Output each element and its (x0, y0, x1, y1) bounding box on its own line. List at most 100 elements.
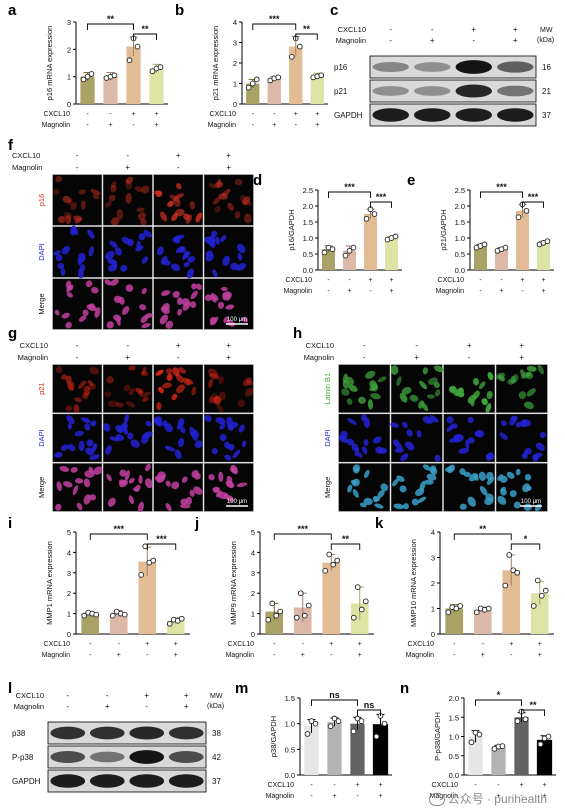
cell-nucleus (363, 439, 369, 446)
micro-row-label: Merge (37, 293, 46, 314)
chart-d-cxcl10-sign: - (327, 277, 330, 284)
chart-b-cxcl10-label: CXCL10 (210, 111, 237, 118)
cell-nucleus (160, 255, 168, 265)
bar (149, 68, 164, 104)
chart-j-cxcl10-label: CXCL10 (228, 641, 255, 648)
cell-nucleus (229, 262, 239, 271)
y-tick-label: 0.5 (449, 752, 459, 761)
chart-j-magnolin-sign: - (273, 652, 276, 659)
cell-nucleus (105, 250, 115, 260)
data-point (534, 577, 541, 584)
chart-b-cxcl10-sign: + (294, 111, 298, 118)
cell-nucleus (169, 194, 180, 202)
micro-col-magnolin: - (177, 353, 180, 362)
cell-nucleus (56, 481, 62, 492)
chart-e-cxcl10-sign: + (541, 277, 545, 284)
chart-e-magnolin-sign: + (541, 288, 545, 295)
y-tick-label: 0.5 (455, 250, 465, 259)
cell-nucleus (399, 485, 407, 493)
cell-nucleus (142, 397, 149, 402)
cell-nucleus (212, 487, 220, 493)
cell-nucleus (191, 283, 197, 290)
cell-nucleus (244, 387, 254, 397)
cell-nucleus (123, 413, 129, 425)
cell-nucleus (80, 417, 91, 424)
cell-nucleus (66, 415, 75, 425)
data-point (80, 76, 87, 83)
cell-nucleus (189, 200, 196, 210)
data-point (321, 249, 328, 256)
bar (322, 562, 341, 634)
cell-nucleus (65, 214, 72, 225)
cell-nucleus (136, 240, 141, 249)
cell-nucleus (75, 478, 84, 484)
chart-i-cxcl10-sign: + (145, 641, 149, 648)
cell-nucleus (65, 321, 72, 329)
cell-nucleus (187, 256, 196, 263)
chart-j-magnolin-sign: - (330, 652, 333, 659)
chart-i-magnolin-sign: + (174, 652, 178, 659)
micro-col-cxcl10: - (76, 151, 79, 160)
cell-nucleus (392, 478, 399, 487)
cell-nucleus (127, 432, 134, 440)
significance-bracket (89, 533, 148, 540)
bar (536, 242, 551, 270)
blot-band (372, 61, 410, 73)
significance-label: * (524, 534, 528, 544)
cell-nucleus (104, 200, 112, 208)
y-tick-label: 4 (431, 528, 435, 537)
blot-row-label: P-p38 (12, 753, 34, 762)
cell-nucleus (212, 269, 218, 278)
cell-nucleus (196, 283, 202, 291)
bar (265, 611, 284, 634)
cell-nucleus (433, 365, 444, 373)
blot-lane-magnolin: + (184, 702, 189, 711)
cell-nucleus (400, 453, 409, 462)
data-point (514, 718, 521, 724)
cell-nucleus (115, 402, 124, 408)
chart-k-magnolin-sign: - (510, 652, 513, 659)
micro-col-magnolin: - (468, 353, 471, 362)
data-point (109, 612, 116, 619)
chart-a-cxcl10-sign: - (86, 111, 89, 118)
cell-nucleus (486, 390, 493, 400)
blot-strip (369, 103, 537, 127)
chart-k-cxcl10-sign: - (453, 641, 456, 648)
data-point (354, 584, 361, 590)
cell-nucleus (138, 233, 146, 241)
cell-nucleus (109, 240, 118, 248)
cell-nucleus (66, 284, 74, 293)
micro-tile (390, 413, 443, 463)
cell-nucleus (377, 489, 385, 498)
blot-band (89, 726, 125, 740)
cell-nucleus (89, 366, 99, 375)
chart-j-cxcl10-sign: + (329, 641, 333, 648)
data-point (253, 76, 260, 83)
cell-nucleus (214, 181, 224, 188)
y-tick-label: 5 (67, 528, 71, 537)
bar (267, 78, 281, 104)
blot-mw-label: 42 (212, 753, 221, 762)
cell-nucleus (525, 371, 532, 377)
cell-nucleus (176, 297, 183, 305)
micro-f-cxcl10-label: CXCL10 (12, 151, 40, 160)
data-point (269, 600, 276, 607)
data-point (515, 214, 522, 221)
data-point (150, 557, 157, 564)
bar (468, 736, 483, 775)
cell-nucleus (141, 287, 147, 295)
significance-label: *** (297, 524, 308, 534)
blot-band (413, 108, 451, 122)
cell-nucleus (171, 393, 178, 401)
cell-nucleus (228, 443, 235, 451)
chart-n-magnolin-sign: + (542, 793, 546, 800)
significance-label: *** (113, 524, 124, 534)
data-point (312, 720, 319, 727)
blot-band (168, 774, 204, 788)
cell-nucleus (208, 183, 217, 189)
cell-nucleus (57, 262, 65, 270)
chart-i-cxcl10-sign: - (118, 641, 121, 648)
chart-d-cxcl10-label: CXCL10 (286, 277, 313, 284)
cell-nucleus (161, 290, 171, 296)
y-tick-label: 1.0 (303, 234, 313, 243)
